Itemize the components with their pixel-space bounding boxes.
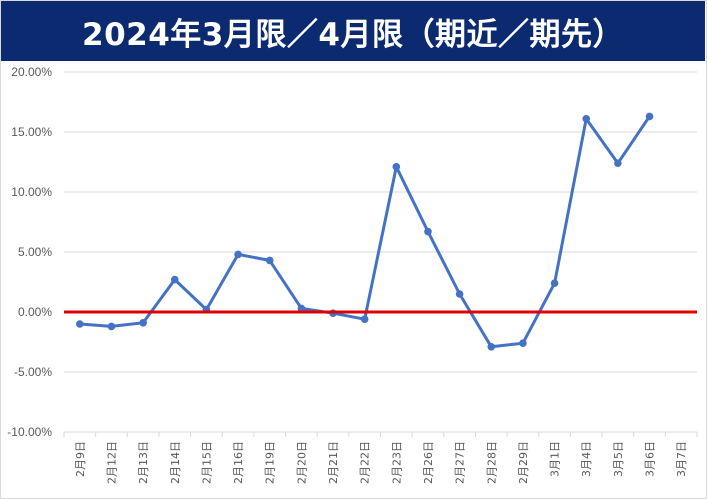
data-point [392,163,401,171]
x-tick-label: 3月6日 [644,441,657,477]
data-point [297,304,306,313]
x-tick-label: 2月28日 [485,441,498,484]
grid-lines [64,71,697,433]
x-tick-label: 2月13日 [137,441,150,484]
x-tick-label: 2月19日 [264,441,277,484]
x-axis-tick-labels: 2月9日 2月12日 2月13日 2月14日 2月15日 2月16日 2月19日 2月20日 2… [74,441,688,484]
x-tick-label: 2月23日 [390,441,403,484]
x-tick-label: 2月9日 [74,441,87,477]
data-point [455,290,464,298]
x-axis [63,431,698,437]
data-point [76,320,84,328]
x-tick-label: 2月14日 [169,441,182,484]
x-tick-label: 3月4日 [580,441,593,477]
series-group [76,112,654,351]
title-bar: 2024年3月限／4月限（期近／期先） [1,1,705,61]
data-point [360,315,369,324]
y-tick-label: -5.00% [14,365,52,379]
x-tick-label: 2月15日 [200,441,213,484]
data-point [170,275,179,284]
x-tick-label: 2月27日 [454,441,467,484]
x-tick-label: 3月5日 [612,441,625,477]
chart-title: 2024年3月限／4月限（期近／期先） [82,16,624,53]
data-point [550,279,559,288]
y-tick-label: 20.00% [11,65,52,79]
data-point [139,319,147,327]
data-point [582,115,591,123]
y-tick-label: 15.00% [11,125,52,139]
x-tick-label: 2月29日 [517,441,530,484]
data-point [234,250,242,259]
y-tick-label: 5.00% [18,245,52,259]
data-point [107,322,116,331]
data-point [487,343,496,351]
x-tick-label: 2月16日 [232,441,245,484]
y-tick-label: 0.00% [18,305,52,319]
data-point [265,256,274,265]
x-tick-label: 2月22日 [359,441,372,484]
y-tick-label: -10.00% [7,425,52,439]
x-tick-label: 2月21日 [327,441,340,484]
data-point [424,227,432,236]
data-point [614,159,622,167]
y-axis-tick-labels: 20.00% 15.00% 10.00% 5.00% 0.00% -5.00% -10.00… [7,65,52,439]
data-point [519,339,527,348]
x-tick-label: 2月26日 [422,441,435,484]
y-tick-label: 10.00% [11,185,52,199]
x-tick-label: 3月7日 [675,441,688,477]
data-point [645,112,654,121]
x-tick-label: 2月20日 [295,441,308,484]
x-tick-label: 3月1日 [549,441,562,477]
x-tick-label: 2月12日 [105,441,118,484]
